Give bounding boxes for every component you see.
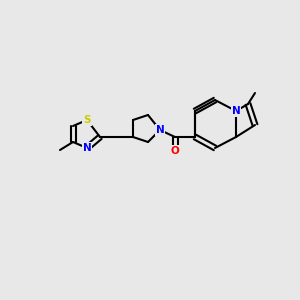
Text: O: O	[171, 146, 179, 156]
Text: N: N	[82, 143, 91, 153]
Text: N: N	[156, 125, 164, 135]
Text: N: N	[232, 106, 240, 116]
Text: S: S	[83, 115, 91, 125]
